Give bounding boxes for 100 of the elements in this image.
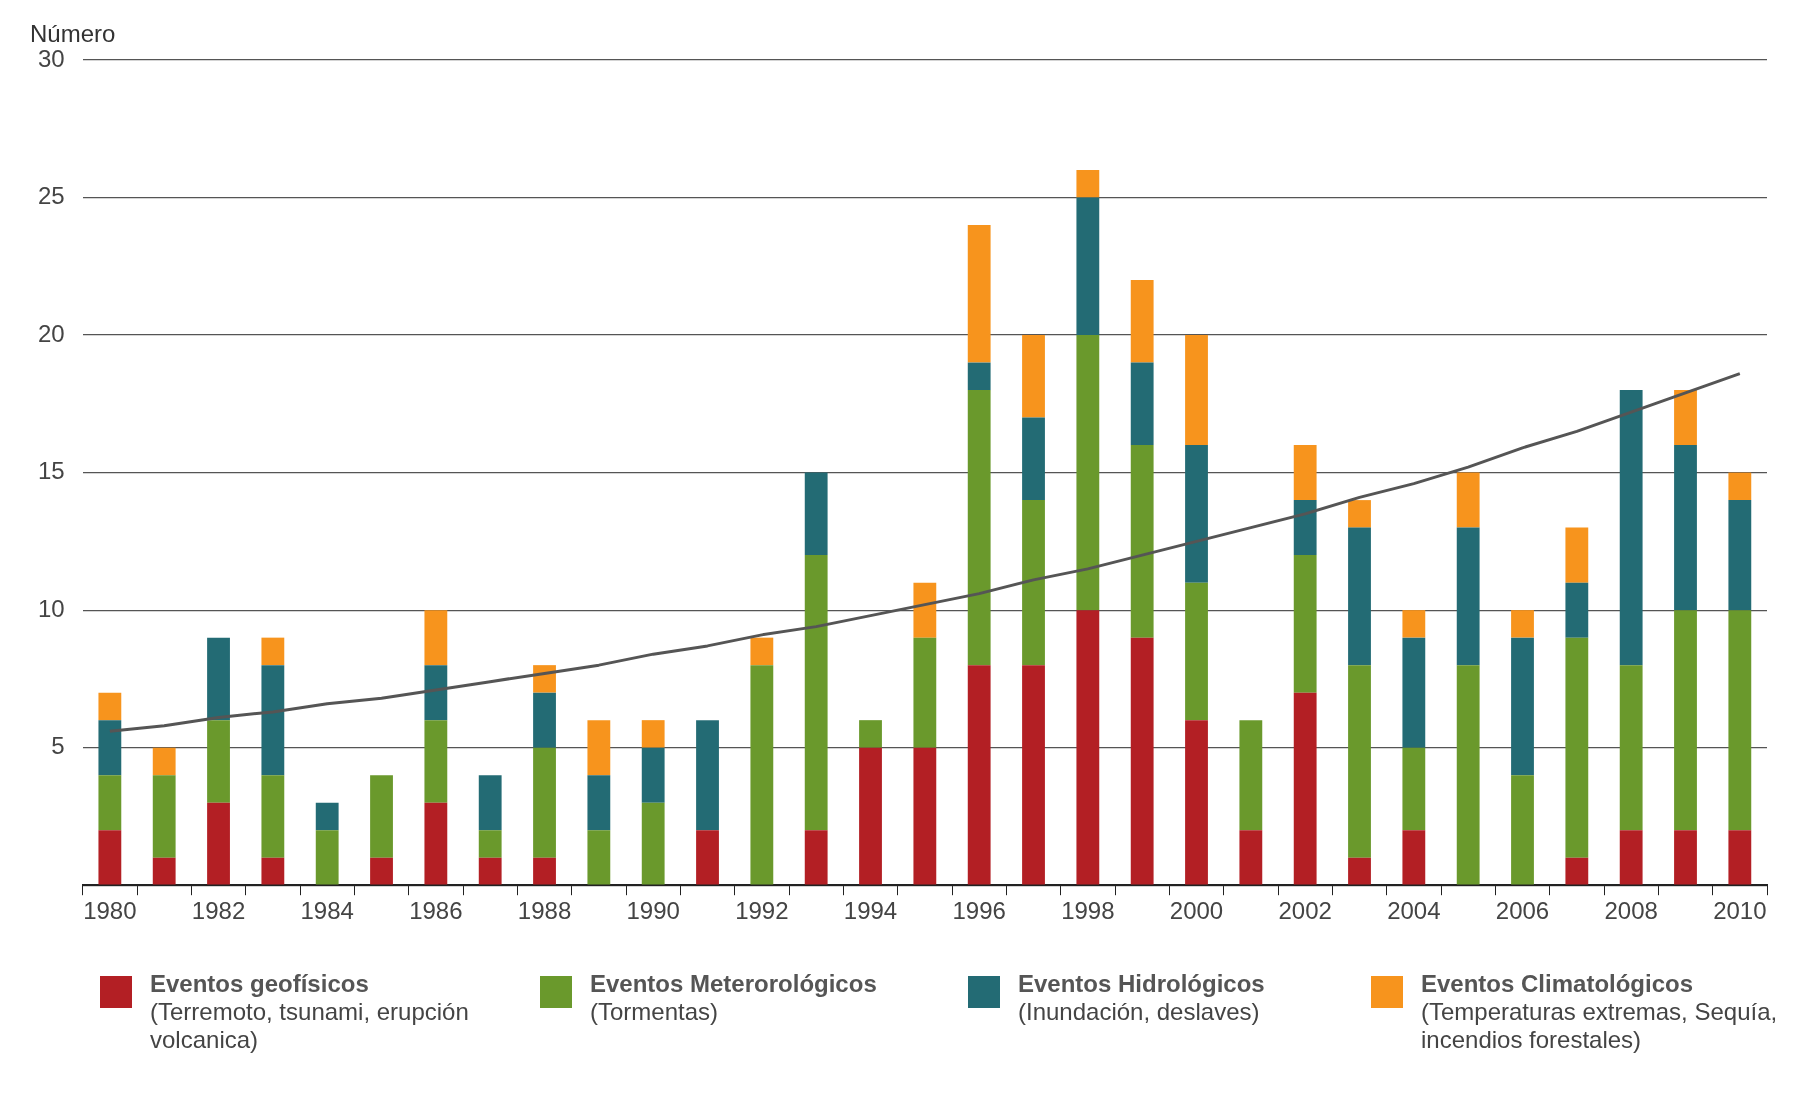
bar [859, 720, 882, 748]
bar [1293, 445, 1317, 501]
bar [98, 830, 122, 885]
bar [1728, 830, 1752, 885]
bar [859, 747, 882, 885]
bar [98, 692, 122, 721]
bar [424, 720, 448, 803]
bar [913, 747, 937, 885]
bar [587, 830, 611, 885]
bar [261, 637, 285, 666]
bar [913, 637, 937, 748]
bar [478, 857, 502, 885]
bar [1674, 830, 1697, 885]
bar [1022, 417, 1045, 501]
legend-label: Eventos geofísicos (Terremoto, tsunami, erupción volcanica) [150, 970, 470, 1054]
bar [1130, 445, 1154, 638]
bar [1402, 637, 1426, 748]
bar [1293, 500, 1317, 556]
x-tick-label: 2008 [1604, 897, 1658, 925]
bar [1619, 665, 1643, 831]
bar [913, 582, 937, 638]
bar [1619, 830, 1643, 885]
bar [1402, 610, 1426, 638]
bar [587, 720, 611, 776]
bar [370, 775, 393, 858]
bar [1185, 335, 1208, 446]
bar [424, 665, 448, 721]
y-tick-label: 15 [37, 457, 65, 485]
bar [804, 830, 828, 885]
bar [424, 610, 448, 666]
bar [1511, 637, 1534, 776]
y-tick-label: 20 [37, 319, 65, 347]
bar [1293, 692, 1317, 885]
bar [1674, 610, 1697, 831]
bar [1076, 610, 1100, 885]
bar [261, 775, 285, 858]
bar [804, 472, 828, 556]
x-tick-label: 1994 [843, 897, 898, 925]
x-tick-label: 2010 [1713, 897, 1767, 925]
bar [98, 720, 122, 776]
bar [750, 637, 774, 666]
legend-label: Eventos Meterorológicos (Tormentas) [590, 970, 877, 1026]
bar [1348, 857, 1371, 885]
bar [967, 225, 991, 363]
bar [152, 775, 176, 858]
x-tick-label: 1984 [300, 897, 354, 925]
bar [98, 775, 122, 831]
y-tick-label: 10 [37, 594, 65, 622]
bar [587, 775, 611, 831]
bar [1022, 335, 1045, 418]
x-tick-label: 1980 [83, 897, 137, 925]
bar [696, 830, 719, 885]
x-tick-label: 1988 [517, 897, 572, 925]
x-tick-label: 1990 [626, 897, 680, 925]
bar [1456, 527, 1480, 666]
bar [478, 830, 502, 858]
bar [1402, 830, 1426, 885]
bar [1348, 500, 1371, 528]
bar [1293, 555, 1317, 693]
bar [533, 692, 556, 748]
bar [1076, 335, 1100, 611]
bar [1511, 775, 1534, 885]
bar [1239, 830, 1263, 885]
x-tick-label: 1986 [409, 897, 463, 925]
x-tick-label: 1992 [735, 897, 789, 925]
bar [1022, 665, 1045, 885]
bar [1565, 582, 1589, 638]
bar [696, 720, 719, 831]
bar [152, 857, 176, 885]
bar [1456, 665, 1480, 885]
bar [641, 720, 665, 748]
bar [207, 802, 230, 885]
bar [967, 390, 991, 666]
bar [1565, 857, 1589, 885]
bar [1185, 720, 1208, 885]
x-tick-label: 2006 [1495, 897, 1550, 925]
x-tick-label: 2000 [1169, 897, 1224, 925]
bar [1022, 500, 1045, 666]
bar [1674, 390, 1697, 446]
bar [261, 857, 285, 885]
bar [1565, 637, 1589, 858]
bar [533, 747, 556, 858]
bar [1239, 720, 1263, 831]
y-tick-label: 25 [37, 182, 65, 210]
bar [1130, 637, 1154, 885]
bar [1076, 197, 1100, 336]
bar [533, 857, 556, 885]
bar [1511, 610, 1534, 638]
bar [1674, 445, 1697, 611]
bar [1565, 527, 1589, 583]
bar [1402, 747, 1426, 831]
x-tick-label: 1998 [1061, 897, 1115, 925]
bar [1456, 472, 1480, 528]
bar [967, 362, 991, 391]
bar [315, 802, 339, 831]
bar [370, 857, 393, 885]
bar [207, 637, 230, 721]
x-tick-label: 1996 [952, 897, 1006, 925]
bar [1076, 170, 1100, 198]
bar [315, 830, 339, 885]
